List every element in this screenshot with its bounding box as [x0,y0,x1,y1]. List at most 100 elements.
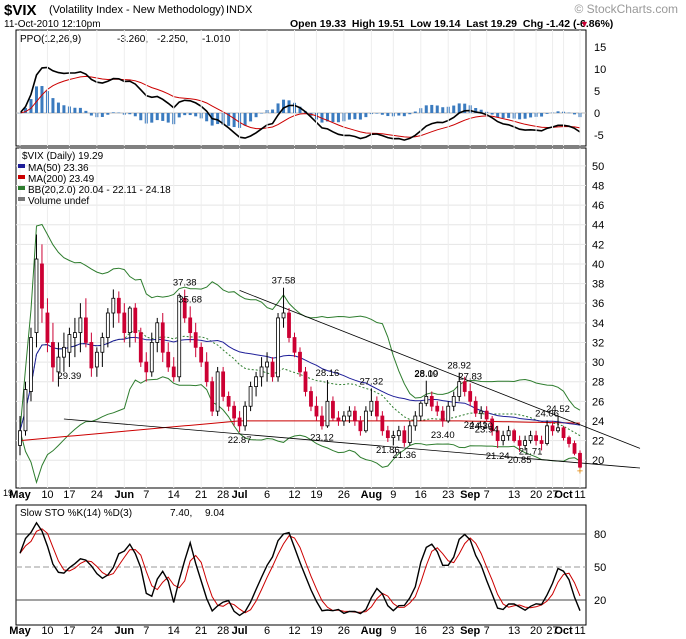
price-annotation: 28.16 [316,368,340,379]
x-tick-label: 13 [508,489,520,501]
x-tick-label: 10 [41,625,53,637]
candle-body [254,376,258,387]
candle-body [18,430,22,446]
ppo-hist-bar [430,104,434,113]
ppo-legend-label: PPO(12,26,9) [20,34,81,45]
candle-body [166,351,171,368]
x-tick-label: 7 [143,625,149,637]
ppo-hist-bar [507,113,511,118]
candle-body [391,435,396,439]
x-tick-label: 14 [168,625,180,637]
candle-body [545,425,549,444]
price-annotation: 23.94 [475,425,499,436]
ppo-hist-bar [183,113,187,116]
ppo-hist-bar [358,113,362,120]
price-annotation: 37.38 [173,278,197,289]
ppo-hist-bar [166,113,170,123]
price-annotation: 23.12 [310,433,334,444]
ppo-hist-bar [73,107,77,113]
ppo-hist-bar [100,113,104,117]
ppo-tick-label: 0 [594,108,600,120]
price-tick-label: 30 [592,357,604,369]
x-tick-label: Aug [361,489,382,501]
candle-body [298,351,302,373]
x-tick-label: Jun [115,625,135,637]
candle-body [358,420,363,432]
ppo-hist-bar [490,113,494,115]
ppo-hist-bar [161,113,165,121]
candle-body [45,312,50,343]
trendline-lower [63,418,641,469]
candle-body [83,317,88,343]
x-tick-label: May [9,625,31,637]
ppo-hist-bar [452,105,456,113]
ppo-hist-bar [216,113,220,125]
x-tick-label: 7 [484,625,490,637]
ppo-hist-bar [380,113,384,115]
candle-body [23,389,28,432]
ppo-hist-bar [29,99,33,113]
ppo-hist-bar [117,112,121,114]
price-annotation: 35.68 [178,294,202,305]
candle-body [424,396,429,404]
ppo-hist-bar [501,113,505,119]
ppo-hist-bar [249,113,253,122]
candle-body [396,430,401,437]
x-tick-label: 26 [338,489,350,501]
candle-body [116,297,121,314]
ppo-hist-bar [287,100,291,113]
candle-body [446,405,451,422]
candle-body [155,322,160,343]
x-tick-label: 11 [574,489,585,501]
ppo-hist-bar [424,105,428,113]
x-tick-label: 12 [288,625,300,637]
price-annotation: 21.36 [392,450,416,461]
candle-body [62,346,66,358]
ppo-hist-bar [518,113,522,120]
candle-body [94,351,99,368]
ppo-hist-bar [205,113,209,122]
price-tick-label: 32 [592,337,604,349]
ppo-hist-bar [276,103,280,113]
price-annotation: 29.39 [58,371,82,382]
candle-body [342,415,346,422]
ppo-hist-bar [282,99,286,113]
x-tick-label: Oct [554,625,573,637]
candle-body [149,342,154,373]
ppo-hist-bar [298,106,302,113]
candle-body [199,346,204,363]
x-tick-label: 16 [415,489,427,501]
ppo-hist-bar [56,102,60,113]
x-tick-label: 26 [338,625,350,637]
candle-body [385,430,390,439]
x-tick-label: May [9,489,31,501]
candle-body [160,322,165,353]
candle-body [331,400,335,419]
ppo-hist-bar [573,113,577,115]
candle-body [363,410,368,432]
candle-body [73,332,77,338]
candle-body [226,396,231,407]
candle-body [127,307,132,334]
x-tick-label: Jun [115,489,135,501]
x-tick-label: 21 [195,489,207,501]
chart-name: (Volatility Index - New Methodology) [49,4,224,16]
candle-body [451,396,456,407]
ppo-hist-bar [523,113,527,119]
ppo-tick-label: 15 [594,42,606,54]
candle-body [309,391,313,407]
ppo-hist-bar [353,113,357,120]
price-annotation: 28.10 [414,369,438,380]
candle-body [215,371,220,412]
candle-body [78,317,83,334]
candle-body [418,402,423,417]
ppo-hist-bar [34,86,38,113]
candle-body [133,307,138,334]
price-annotation: 24.52 [546,404,570,415]
candle-body [506,430,511,437]
x-tick-label: 20 [530,489,542,501]
ppo-hist-bar [435,105,439,113]
candle-body [270,361,275,378]
price-annotation: 21.86 [376,445,400,456]
sto-legend-d: 9.04 [205,508,225,519]
